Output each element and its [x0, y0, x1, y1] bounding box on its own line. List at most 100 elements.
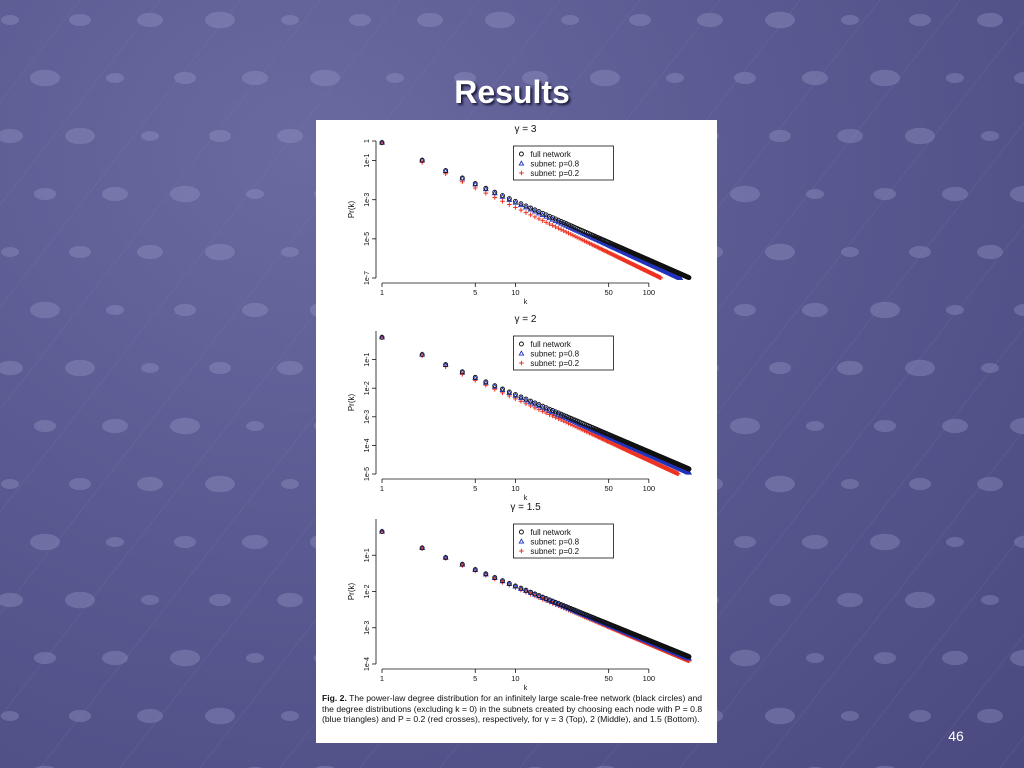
data-point [535, 402, 542, 409]
x-tick-label: 5 [473, 674, 477, 683]
series-1 [379, 140, 692, 281]
background-dot [242, 534, 268, 550]
background-dot [730, 185, 760, 203]
x-tick-label: 5 [473, 484, 477, 493]
data-point [550, 223, 555, 228]
x-tick-label: 100 [643, 674, 656, 683]
x-tick-label: 5 [473, 288, 477, 297]
slide-title: Results [454, 74, 570, 110]
background-dot [977, 708, 1003, 724]
series-3 [379, 140, 664, 281]
data-point [556, 225, 561, 231]
chart-panel-1: γ = 3 1e-7 1e-5 1e-3 1e-1 1 Pr(k) 1 5 10 50 100 k ful… [347, 124, 692, 306]
data-point [506, 389, 513, 396]
background-dot [174, 303, 196, 317]
background-dot [730, 649, 760, 667]
background-dot [242, 302, 268, 318]
data-point [517, 201, 524, 208]
background-dot [246, 653, 264, 663]
background-dot [0, 128, 23, 144]
background-dot [802, 302, 828, 318]
data-point [563, 221, 569, 227]
background-dot [65, 591, 95, 609]
background-dot [281, 479, 299, 489]
data-point [561, 412, 567, 418]
background-dot [174, 535, 196, 549]
data-point [459, 561, 465, 567]
chart-title: γ = 3 [515, 124, 537, 135]
data-point [500, 578, 505, 584]
background-dot [102, 418, 128, 434]
data-point [499, 193, 506, 199]
background-dot [946, 305, 964, 315]
background-dot [765, 707, 795, 725]
background-dot [590, 69, 620, 87]
chart-panel-2: γ = 2 1e-5 1e-4 1e-3 1e-2 1e-1 Pr(k) 1 5 10 50 100 k… [347, 314, 692, 502]
series-1 [379, 529, 692, 660]
data-point [540, 218, 545, 223]
background-dot [454, 71, 476, 85]
data-point [492, 575, 498, 580]
background-dot [909, 13, 931, 27]
x-tick-label: 10 [511, 674, 519, 683]
data-point [519, 548, 524, 554]
background-dot [874, 651, 896, 665]
background-dot [30, 69, 60, 87]
background-dot [0, 360, 23, 376]
background-dot [310, 69, 340, 87]
data-point [443, 168, 449, 174]
data-point [556, 416, 561, 421]
data-point [517, 394, 524, 401]
y-axis-label: Pr(k) [347, 201, 356, 219]
background-dot [765, 475, 795, 493]
background-dot [806, 421, 824, 431]
y-axis-label: Pr(k) [347, 394, 356, 412]
background-dot [34, 419, 56, 433]
background-dot [137, 244, 163, 260]
data-point [419, 545, 425, 551]
data-point [483, 190, 489, 196]
background-dot [870, 533, 900, 551]
data-point [492, 195, 498, 200]
background-dot [417, 12, 443, 28]
data-point [500, 193, 505, 199]
x-axis-label: k [524, 493, 528, 502]
data-point [555, 217, 561, 223]
x-tick-label: 50 [605, 674, 613, 683]
data-point [677, 274, 684, 281]
background-dot [765, 11, 795, 29]
background-dot [1010, 185, 1024, 203]
x-tick-label: 10 [511, 484, 519, 493]
background-dot [874, 419, 896, 433]
x-tick-label: 1 [380, 288, 384, 297]
data-point [518, 151, 524, 157]
data-point [419, 157, 425, 163]
x-tick-label: 1 [380, 674, 384, 683]
background-dot [30, 301, 60, 319]
background-dot [0, 592, 23, 608]
background-dot [981, 363, 999, 373]
background-dot [522, 70, 548, 86]
background-dot [106, 537, 124, 547]
data-point [547, 221, 552, 227]
data-point [483, 571, 489, 577]
background-dot [730, 417, 760, 435]
data-point [540, 409, 545, 414]
data-point [528, 398, 534, 404]
background-dot [870, 301, 900, 319]
background-dot [137, 476, 163, 492]
data-point [686, 469, 692, 475]
background-dot [837, 360, 863, 376]
data-point [472, 185, 478, 191]
background-dot [942, 418, 968, 434]
figure-caption: Fig. 2. The power-law degree distributio… [322, 693, 714, 725]
legend-label: full network [530, 528, 571, 537]
background-dot [137, 12, 163, 28]
background-dot [905, 127, 935, 145]
background-dot [734, 303, 756, 317]
data-point [379, 140, 385, 146]
data-point [532, 214, 538, 220]
legend-label: full network [530, 340, 571, 349]
data-point [500, 198, 505, 204]
